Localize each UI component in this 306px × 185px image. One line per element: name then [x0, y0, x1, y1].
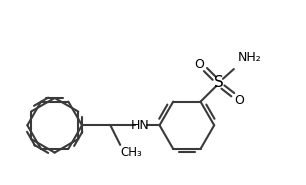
Text: NH₂: NH₂ — [238, 51, 262, 64]
Text: HN: HN — [131, 119, 150, 132]
Text: S: S — [214, 75, 223, 90]
Text: O: O — [194, 58, 204, 71]
Text: CH₃: CH₃ — [121, 146, 143, 159]
Text: O: O — [234, 94, 244, 107]
